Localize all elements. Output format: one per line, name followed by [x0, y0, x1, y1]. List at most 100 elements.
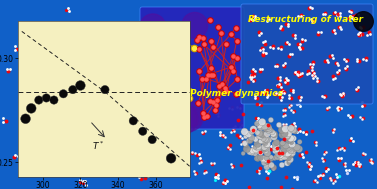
Point: [201, 116, 207, 119]
Point: [196, 161, 202, 164]
Point: [268, 129, 274, 132]
Point: [296, 75, 302, 78]
Point: [233, 26, 239, 29]
Point: [262, 52, 268, 55]
Point: [271, 146, 277, 149]
Point: [320, 173, 326, 176]
Point: [283, 42, 289, 45]
Point: [216, 84, 222, 87]
Point: [264, 138, 270, 141]
Point: [199, 77, 205, 80]
Point: [63, 8, 69, 11]
Point: [343, 169, 349, 172]
Point: [270, 45, 276, 48]
Point: [148, 48, 154, 51]
Point: [138, 177, 144, 180]
Point: [261, 149, 267, 152]
Point: [261, 141, 267, 144]
Point: [297, 48, 303, 51]
Point: [179, 77, 185, 81]
Point: [280, 92, 287, 95]
Point: [292, 36, 298, 40]
Point: [140, 130, 146, 133]
Point: [282, 78, 288, 81]
Point: [349, 114, 355, 117]
Point: [240, 140, 246, 143]
Point: [273, 143, 279, 146]
Point: [323, 106, 329, 109]
Point: [285, 152, 291, 155]
Point: [168, 157, 174, 160]
Point: [236, 136, 242, 139]
Point: [256, 33, 262, 36]
Point: [241, 141, 247, 144]
Point: [252, 94, 258, 97]
Point: [212, 176, 218, 179]
Point: [268, 156, 274, 159]
Point: [258, 101, 264, 104]
Point: [278, 155, 284, 158]
Point: [313, 140, 319, 143]
Point: [334, 61, 340, 64]
Point: [354, 88, 360, 91]
Point: [357, 25, 363, 28]
Point: [325, 167, 331, 170]
Point: [281, 146, 287, 149]
Point: [260, 48, 266, 51]
Point: [330, 75, 336, 78]
Point: [326, 106, 333, 109]
Point: [169, 64, 175, 67]
Point: [272, 142, 278, 145]
Point: [282, 113, 288, 116]
Point: [264, 136, 270, 139]
Point: [287, 54, 293, 57]
Point: [296, 95, 302, 98]
Point: [238, 123, 244, 126]
Point: [338, 107, 344, 110]
Point: [338, 94, 344, 97]
Point: [283, 144, 289, 147]
Point: [177, 43, 183, 46]
Point: [320, 13, 326, 16]
Point: [286, 106, 292, 109]
Circle shape: [172, 100, 204, 132]
Point: [212, 108, 218, 112]
Point: [285, 79, 291, 82]
Point: [169, 64, 175, 67]
Point: [335, 64, 341, 67]
Point: [297, 74, 303, 77]
Point: [222, 178, 228, 181]
Point: [307, 71, 313, 74]
Point: [259, 46, 265, 49]
Point: [60, 92, 66, 95]
Point: [319, 156, 325, 160]
Point: [366, 32, 372, 35]
Point: [286, 139, 292, 142]
Point: [80, 179, 86, 182]
Point: [208, 40, 214, 43]
Point: [256, 169, 262, 172]
Point: [249, 147, 255, 150]
Point: [259, 52, 265, 55]
Point: [261, 161, 267, 164]
Point: [199, 77, 205, 80]
Point: [239, 123, 245, 126]
Point: [291, 109, 297, 112]
Point: [204, 114, 210, 117]
Point: [296, 46, 302, 49]
Point: [307, 5, 313, 8]
Point: [234, 77, 240, 81]
Point: [271, 133, 277, 136]
Point: [361, 103, 367, 106]
Point: [213, 109, 219, 112]
Point: [322, 94, 328, 97]
Point: [250, 19, 256, 22]
Point: [296, 147, 302, 150]
Point: [272, 150, 278, 153]
Point: [192, 152, 198, 155]
Point: [223, 43, 229, 46]
Point: [208, 67, 214, 70]
Point: [276, 83, 282, 86]
Point: [257, 69, 263, 72]
Point: [0, 117, 6, 120]
